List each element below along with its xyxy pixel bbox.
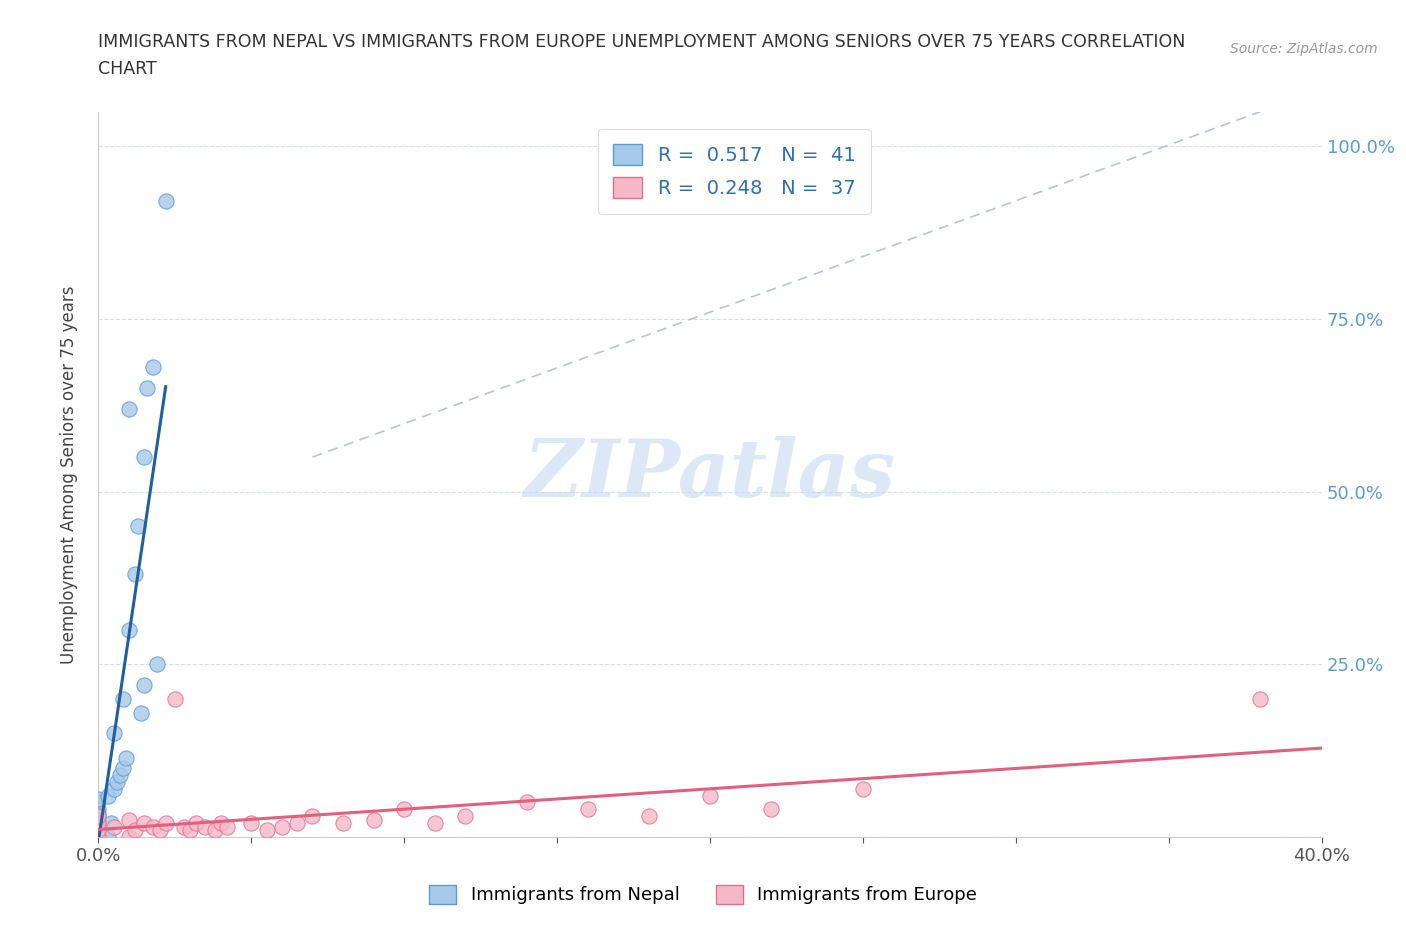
Point [759, 802, 782, 817]
Point [108, 767, 131, 782]
Point [637, 809, 661, 824]
Point [97, 830, 120, 844]
Point [105, 775, 128, 790]
Point [103, 781, 125, 796]
Point [186, 816, 208, 830]
Point [87, 830, 110, 844]
Point [124, 567, 146, 582]
Point [285, 816, 308, 830]
Point [179, 823, 201, 838]
Point [149, 823, 172, 838]
Point [118, 622, 141, 637]
Point [87, 830, 110, 844]
Point [301, 809, 323, 824]
Point [87, 830, 110, 844]
Point [699, 788, 721, 803]
Point [516, 795, 538, 810]
Point [103, 819, 125, 834]
Point [576, 802, 599, 817]
Point [111, 691, 134, 706]
Point [454, 809, 477, 824]
Point [332, 816, 354, 830]
Point [173, 819, 195, 834]
Point [423, 816, 446, 830]
Point [1249, 691, 1271, 706]
Point [87, 805, 110, 820]
Point [87, 830, 110, 844]
Point [270, 819, 292, 834]
Point [87, 791, 110, 806]
Legend: R =  0.517   N =  41, R =  0.248   N =  37: R = 0.517 N = 41, R = 0.248 N = 37 [598, 128, 872, 214]
Point [87, 830, 110, 844]
Point [118, 830, 141, 844]
Point [124, 823, 146, 838]
Text: CHART: CHART [98, 60, 157, 78]
Point [111, 761, 134, 776]
Point [87, 830, 110, 844]
Point [194, 819, 217, 834]
Point [87, 819, 110, 834]
Point [163, 691, 186, 706]
Point [215, 819, 238, 834]
Point [103, 726, 125, 741]
Point [100, 816, 122, 830]
Point [87, 830, 110, 844]
Point [87, 816, 110, 830]
Point [87, 809, 110, 824]
Point [145, 657, 167, 671]
Point [142, 819, 165, 834]
Point [87, 812, 110, 827]
Point [142, 360, 165, 375]
Text: Source: ZipAtlas.com: Source: ZipAtlas.com [1230, 42, 1378, 56]
Point [134, 678, 156, 693]
Point [134, 816, 156, 830]
Point [127, 519, 149, 534]
Point [87, 795, 110, 810]
Point [87, 816, 110, 830]
Point [87, 802, 110, 817]
Point [115, 751, 138, 765]
Point [136, 380, 159, 395]
Text: ZIPatlas: ZIPatlas [524, 435, 896, 513]
Point [87, 823, 110, 838]
Point [155, 816, 177, 830]
Point [240, 816, 263, 830]
Point [97, 788, 120, 803]
Point [363, 812, 385, 827]
Point [118, 401, 141, 416]
Point [134, 449, 156, 464]
Point [256, 823, 278, 838]
Point [87, 830, 110, 844]
Point [129, 705, 152, 720]
Point [87, 816, 110, 830]
Point [87, 830, 110, 844]
Point [87, 830, 110, 844]
Point [209, 816, 232, 830]
Text: IMMIGRANTS FROM NEPAL VS IMMIGRANTS FROM EUROPE UNEMPLOYMENT AMONG SENIORS OVER : IMMIGRANTS FROM NEPAL VS IMMIGRANTS FROM… [98, 33, 1185, 50]
Point [852, 781, 875, 796]
Point [87, 809, 110, 824]
Point [118, 812, 141, 827]
Point [87, 830, 110, 844]
Point [155, 194, 177, 209]
Legend: Immigrants from Nepal, Immigrants from Europe: Immigrants from Nepal, Immigrants from E… [422, 877, 984, 911]
Point [87, 823, 110, 838]
Point [392, 802, 416, 817]
Point [204, 823, 226, 838]
Y-axis label: Unemployment Among Seniors over 75 years: Unemployment Among Seniors over 75 years [59, 286, 77, 663]
